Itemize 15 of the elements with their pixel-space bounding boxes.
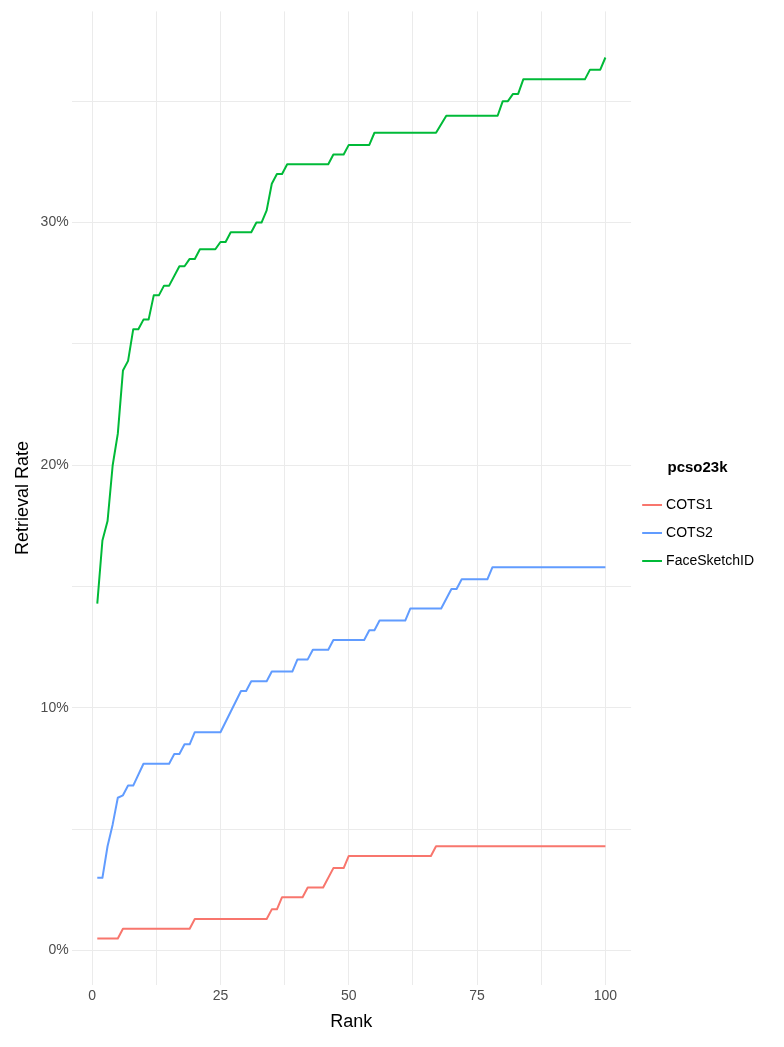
x-tick-label: 75 — [469, 986, 486, 1003]
x-tick-label: 0 — [88, 986, 97, 1003]
y-tick-label: 20% — [40, 456, 69, 473]
legend-label: FaceSketchID — [666, 551, 755, 568]
y-tick-label: 30% — [40, 213, 69, 230]
x-tick-label: 100 — [593, 986, 618, 1003]
y-tick-label: 10% — [40, 698, 69, 715]
x-tick-label: 50 — [340, 986, 357, 1003]
legend-title: pcso23k — [667, 457, 729, 475]
y-axis-title: Retrieval Rate — [11, 440, 32, 556]
y-tick-label: 0% — [48, 941, 69, 958]
x-tick-label: 25 — [212, 986, 229, 1003]
legend-label: COTS2 — [666, 523, 713, 540]
legend-label: COTS1 — [666, 495, 713, 512]
x-axis-title: Rank — [330, 1011, 374, 1032]
